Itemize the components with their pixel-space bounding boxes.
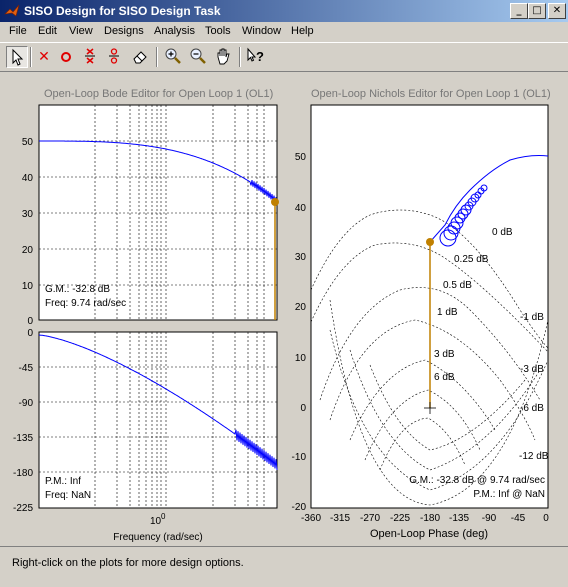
title-bar: SISO Design for SISO Design Task _ □ ✕ [0, 0, 568, 22]
svg-text:?: ? [256, 49, 264, 64]
delete-pole-icon[interactable] [79, 46, 101, 68]
contour-label: 1 dB [437, 307, 458, 318]
zoom-out-icon[interactable] [187, 46, 209, 68]
contour-label: 0.25 dB [454, 254, 489, 265]
nichols-phase-margin-text: P.M.: Inf @ NaN [473, 489, 545, 500]
nichols-xtick: 0 [543, 513, 549, 524]
phase-ytick: -135 [13, 433, 33, 444]
nichols-ytick: -10 [292, 452, 307, 463]
mag-ytick: 20 [22, 245, 34, 256]
contour-label: 3 dB [434, 349, 455, 360]
nichols-curve [429, 155, 549, 243]
contour-label: 6 dB [434, 372, 455, 383]
menu-view[interactable]: View [69, 25, 93, 37]
bode-editor-title: Open-Loop Bode Editor for Open Loop 1 (O… [44, 88, 274, 100]
gain-margin-marker[interactable] [426, 238, 434, 246]
close-button[interactable]: ✕ [548, 3, 566, 19]
nichols-xtick: -270 [360, 513, 380, 524]
zoom-in-icon[interactable] [162, 46, 184, 68]
nichols-gain-margin-text: G.M.: -32.8 dB @ 9.74 rad/sec [409, 475, 545, 486]
menu-bar: File Edit View Designs Analysis Tools Wi… [0, 22, 568, 42]
status-text: Right-click on the plots for more design… [12, 557, 244, 569]
contour-label: -3 dB [520, 364, 544, 375]
nichols-ytick: 0 [300, 403, 306, 414]
mag-ytick: 30 [22, 209, 34, 220]
nichols-marker [450, 216, 464, 230]
plots-canvas: G.M.: -32.8 dB Freq: 9.74 rad/sec 50 40 … [13, 104, 549, 543]
phase-ytick: 0 [27, 328, 33, 339]
nichols-ytick: 40 [295, 203, 307, 214]
nichols-editor-title: Open-Loop Nichols Editor for Open Loop 1… [311, 88, 551, 100]
nichols-xtick: -315 [330, 513, 350, 524]
phase-ytick: -45 [19, 363, 34, 374]
status-bar: Right-click on the plots for more design… [0, 546, 568, 587]
nichols-ytick: 20 [295, 302, 307, 313]
nichols-plot[interactable]: 0 dB 0.25 dB 0.5 dB 1 dB 3 dB 6 dB -1 dB… [310, 104, 549, 509]
nichols-marker [457, 208, 469, 220]
toolbar-separator [156, 47, 158, 67]
maximize-button[interactable]: □ [528, 3, 546, 19]
phase-margin-text: P.M.: Inf [45, 476, 81, 487]
menu-file[interactable]: File [9, 25, 27, 37]
freq-xtick-base: 10 [150, 516, 162, 527]
nichols-ytick: 30 [295, 252, 307, 263]
gain-margin-marker[interactable] [271, 198, 279, 206]
contour-label: 0.5 dB [443, 280, 472, 291]
nichols-xtick: -225 [390, 513, 410, 524]
toolbar-separator [30, 47, 32, 67]
nichols-ytick: -20 [292, 502, 307, 513]
menu-designs[interactable]: Designs [104, 25, 144, 37]
toolbar-separator [239, 47, 241, 67]
nichols-ytick: 50 [295, 152, 307, 163]
phase-axis-label: Open-Loop Phase (deg) [370, 528, 488, 540]
menu-window[interactable]: Window [242, 25, 282, 37]
mag-ytick: 10 [22, 281, 34, 292]
nichols-xtick: -45 [511, 513, 526, 524]
phase-ytick: -90 [19, 398, 34, 409]
phase-margin-freq: Freq: NaN [45, 490, 91, 501]
select-arrow-icon[interactable] [6, 46, 28, 68]
nichols-xtick: -360 [301, 513, 321, 524]
menu-edit[interactable]: Edit [38, 25, 57, 37]
contour-label: -12 dB [519, 451, 549, 462]
bode-phase-plot[interactable]: P.M.: Inf Freq: NaN [38, 331, 278, 509]
gain-margin-text: G.M.: -32.8 dB [45, 284, 110, 295]
mag-ytick: 40 [22, 173, 34, 184]
add-pole-icon[interactable]: ✕ [38, 49, 50, 65]
gain-margin-freq: Freq: 9.74 rad/sec [45, 298, 126, 309]
menu-analysis[interactable]: Analysis [154, 25, 195, 37]
toolbar: ✕ ? [0, 42, 568, 72]
freq-xtick-exp: 0 [161, 512, 166, 521]
menu-help[interactable]: Help [291, 25, 314, 37]
nichols-ytick: 10 [295, 353, 307, 364]
eraser-icon[interactable] [129, 46, 151, 68]
delete-zero-icon[interactable] [103, 46, 125, 68]
window-title: SISO Design for SISO Design Task [24, 4, 221, 18]
contour-label: -1 dB [520, 312, 544, 323]
frequency-axis-label: Frequency (rad/sec) [113, 532, 202, 543]
mag-ytick: 50 [22, 137, 34, 148]
bode-magnitude-plot[interactable]: G.M.: -32.8 dB Freq: 9.74 rad/sec [38, 104, 279, 321]
nichols-xtick: -90 [482, 513, 497, 524]
pan-hand-icon[interactable] [212, 46, 234, 68]
whats-this-help-icon[interactable]: ? [245, 46, 267, 68]
contour-label: 0 dB [492, 227, 513, 238]
menu-tools[interactable]: Tools [205, 25, 231, 37]
phase-curve [38, 334, 278, 471]
nichols-xtick: -135 [449, 513, 469, 524]
add-zero-icon[interactable] [55, 46, 77, 68]
magnitude-curve [39, 140, 278, 205]
nichols-marker [480, 184, 488, 192]
nichols-xtick: -180 [420, 513, 440, 524]
phase-ytick: -225 [13, 503, 33, 514]
minimize-button[interactable]: _ [510, 3, 528, 19]
phase-ytick: -180 [13, 468, 33, 479]
mag-ytick: 0 [27, 316, 33, 327]
matlab-logo-icon [4, 4, 20, 17]
contour-label: -6 dB [520, 403, 544, 414]
nichols-marker [454, 212, 466, 224]
